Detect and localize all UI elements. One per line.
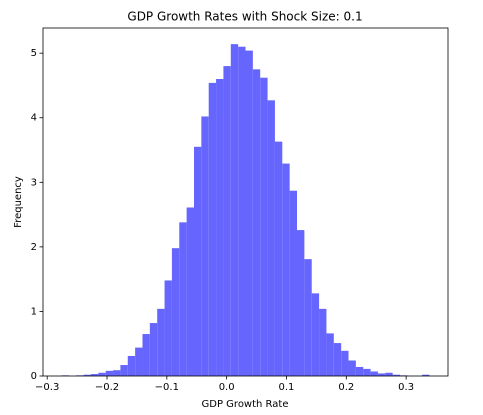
bar	[377, 373, 386, 376]
x-tick-label: −0.2	[95, 382, 119, 393]
y-tick-label: 2	[31, 242, 37, 253]
bar	[83, 374, 91, 376]
bar	[186, 207, 194, 376]
bar	[127, 355, 136, 376]
bar	[230, 44, 239, 377]
bar	[348, 360, 356, 376]
y-tick-label: 5	[31, 48, 37, 59]
bar	[304, 259, 312, 376]
bar	[238, 46, 246, 376]
bar	[193, 146, 202, 376]
bar	[105, 370, 114, 376]
bar	[274, 141, 283, 376]
bar	[260, 77, 268, 376]
bar	[223, 66, 231, 376]
y-tick-label: 0	[31, 371, 37, 382]
bar	[179, 222, 187, 376]
x-tick-label: 0.3	[398, 382, 414, 393]
bar	[326, 333, 334, 376]
bar	[422, 374, 430, 376]
bar	[142, 334, 150, 376]
bar	[370, 371, 378, 376]
bar	[297, 230, 305, 376]
y-tick-label: 1	[31, 306, 37, 317]
x-tick-label: 0.1	[279, 382, 295, 393]
bar	[208, 82, 217, 377]
y-tick-label: 3	[31, 177, 37, 188]
bar	[363, 368, 371, 376]
x-tick-label: 0.0	[219, 382, 235, 393]
x-tick-label: 0.2	[338, 382, 354, 393]
bar	[282, 163, 290, 376]
bar	[216, 79, 224, 377]
bar	[135, 347, 143, 376]
bar	[245, 50, 253, 376]
bar	[149, 323, 158, 376]
bar	[252, 69, 261, 377]
bar	[385, 372, 393, 376]
bar	[98, 372, 106, 376]
bar	[113, 370, 121, 376]
bar	[267, 100, 275, 376]
bar	[311, 293, 320, 376]
bar	[392, 374, 401, 376]
bar	[201, 116, 209, 376]
bar	[319, 308, 327, 376]
chart-title: GDP Growth Rates with Shock Size: 0.1	[127, 10, 362, 24]
bar	[341, 350, 349, 376]
x-tick-label: −0.1	[155, 382, 179, 393]
bar	[90, 374, 99, 376]
bar	[355, 366, 364, 376]
bar	[120, 365, 128, 376]
y-tick-label: 4	[31, 113, 37, 124]
bar	[157, 308, 165, 376]
bar	[333, 343, 342, 376]
plot-frame	[42, 27, 449, 377]
x-axis-label: GDP Growth Rate	[202, 399, 289, 410]
bar	[171, 248, 180, 376]
bar	[164, 280, 172, 376]
x-tick-label: −0.3	[35, 382, 59, 393]
y-axis-label: Frequency	[13, 176, 24, 228]
bar	[289, 190, 298, 376]
